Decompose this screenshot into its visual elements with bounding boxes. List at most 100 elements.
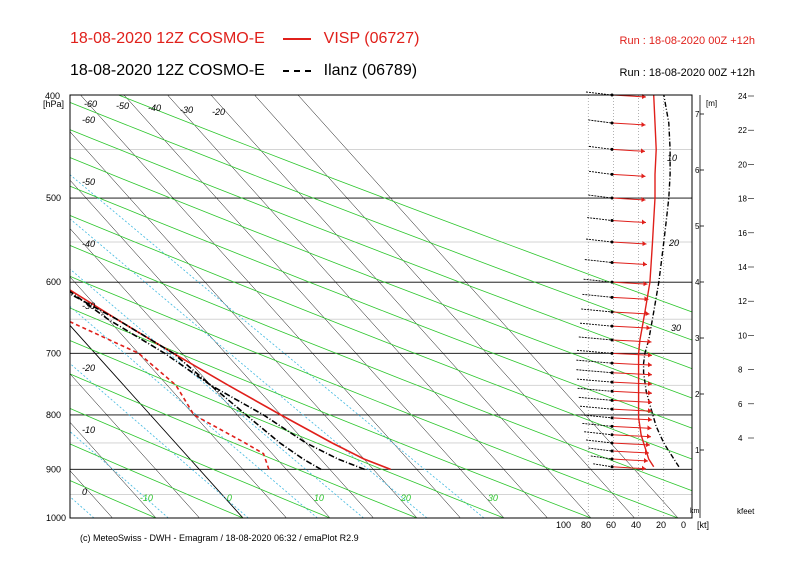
visp-wind-arrow-head (641, 197, 646, 203)
title-ilanz: 18-08-2020 12Z COSMO-E Ilanz (06789) (70, 62, 418, 79)
pressure-tick-label: 400 (45, 91, 60, 101)
ilanz-wind-arrow-head (610, 196, 614, 200)
visp-wind-arrow (611, 362, 653, 366)
grid-layer (0, 95, 692, 518)
km-tick-label: 6 (695, 166, 700, 175)
ilanz-wind-arrow (588, 447, 613, 452)
isotherm-0 (70, 324, 244, 518)
kfeet-tick-label: 8 (738, 366, 743, 375)
mixing-ratio-10 (70, 268, 364, 518)
wind-curve-label: 10 (667, 153, 677, 163)
ilanz-wind-arrow (582, 293, 613, 298)
dry-adiabat-110 (70, 101, 692, 341)
visp-wind-arrow (611, 372, 653, 376)
isotherm--25 (0, 95, 26, 518)
isotherm-label: 30 (488, 493, 498, 503)
footer-credit: (c) MeteoSwiss - DWH - Emagram / 18-08-2… (80, 533, 359, 543)
isotherm-15 (70, 179, 374, 518)
isotherm-30 (123, 95, 505, 518)
visp-wind-arrow-head (648, 381, 652, 387)
isotherm-label: 10 (314, 493, 324, 503)
isotherm-label: -60 (84, 99, 97, 109)
isotherm-10 (70, 228, 331, 518)
ilanz-dewpoint-line (70, 292, 322, 471)
mixing-ratio-1 (70, 496, 95, 518)
visp-wind-arrow (611, 197, 646, 201)
visp-wind-arrow (611, 173, 646, 177)
isotherm-label: -30 (180, 105, 193, 115)
adiabat-label: -60 (82, 115, 95, 125)
dry-adiabat-100 (70, 129, 692, 370)
visp-wind-arrow (611, 311, 650, 315)
pressure-tick-label: 700 (46, 348, 61, 358)
ilanz-wind-arrow-head (610, 147, 614, 151)
visp-wind-arrow-head (647, 338, 652, 344)
isotherm-25 (80, 95, 461, 518)
mixing-ratio-16 (70, 218, 428, 518)
visp-wind-arrow-head (644, 457, 648, 463)
ilanz-wind-arrow-head (610, 398, 614, 402)
visp-wind-arrow (611, 281, 648, 285)
ilanz-wind-arrow (577, 387, 613, 392)
isotherm-label: -50 (116, 101, 129, 111)
legend-ilanz-line-icon (283, 69, 312, 72)
visp-wind-arrow (611, 352, 653, 356)
visp-wind-arrow (611, 148, 646, 152)
run-ilanz: Run : 18-08-2020 00Z +12h (619, 67, 755, 79)
kfeet-tick-label: 12 (738, 297, 747, 306)
visp-wind-arrow-head (646, 325, 651, 331)
dry-adiabat--10 (70, 480, 157, 518)
isotherm-label: -10 (140, 493, 153, 503)
visp-wind-arrow-head (648, 399, 652, 405)
kfeet-tick-label: 18 (738, 195, 747, 204)
visp-wind-arrow (611, 399, 653, 403)
km-tick-label: 1 (695, 446, 700, 455)
ilanz-wind-arrow (588, 119, 613, 124)
visp-dewpoint-line (70, 320, 270, 470)
ilanz-wind-arrow (584, 259, 613, 263)
visp-wind-arrow-head (646, 441, 650, 447)
dry-adiabat-10 (70, 408, 331, 518)
adiabat-label: 0 (82, 487, 87, 497)
mixing-ratio-0.4 (0, 95, 4, 518)
ilanz-wind-arrow-head (610, 389, 614, 393)
wind-tick-label: 100 (556, 520, 571, 530)
ilanz-wind-arrow (585, 238, 613, 243)
isotherm-label: -40 (148, 103, 161, 113)
mixing-ratio-2 (70, 431, 169, 518)
visp-wind-arrow (611, 381, 653, 385)
ilanz-wind-arrow (584, 431, 613, 436)
wind-curve-label: 30 (671, 323, 681, 333)
wind-curve-label: 20 (668, 238, 679, 248)
ilanz-wind-arrow (588, 194, 613, 199)
km-tick-label: 5 (695, 222, 700, 231)
m-unit-label: [m] (706, 99, 717, 108)
ilanz-wind-arrow (579, 322, 613, 327)
visp-wind-arrow (611, 466, 647, 470)
visp-wind-arrow (611, 262, 648, 266)
visp-wind-speed-line (637, 94, 657, 468)
ilanz-wind-arrow (581, 414, 613, 419)
ilanz-wind-arrow-head (610, 361, 614, 365)
visp-wind-arrow (611, 450, 650, 454)
ilanz-wind-arrow-head (610, 371, 614, 375)
visp-wind-arrow-head (643, 281, 648, 287)
visp-wind-arrow (611, 434, 652, 438)
ilanz-wind-arrow (576, 369, 613, 374)
kfeet-tick-label: 24 (738, 92, 747, 101)
ilanz-wind-arrow (587, 217, 613, 221)
visp-wind-arrow (611, 408, 653, 412)
ilanz-wind-arrow (588, 170, 613, 175)
ilanz-wind-arrow (585, 439, 613, 444)
ilanz-wind-arrow-head (610, 465, 614, 469)
dry-adiabat-50 (70, 275, 679, 518)
adiabat-label: -20 (82, 363, 95, 373)
kfeet-label: kfeet (737, 507, 755, 516)
dry-adiabat-120 (118, 95, 692, 313)
isotherm-label: 0 (227, 493, 232, 503)
dry-adiabat--20 (0, 95, 69, 518)
visp-wind-arrow-head (641, 173, 646, 179)
kfeet-tick-label: 14 (738, 263, 747, 272)
